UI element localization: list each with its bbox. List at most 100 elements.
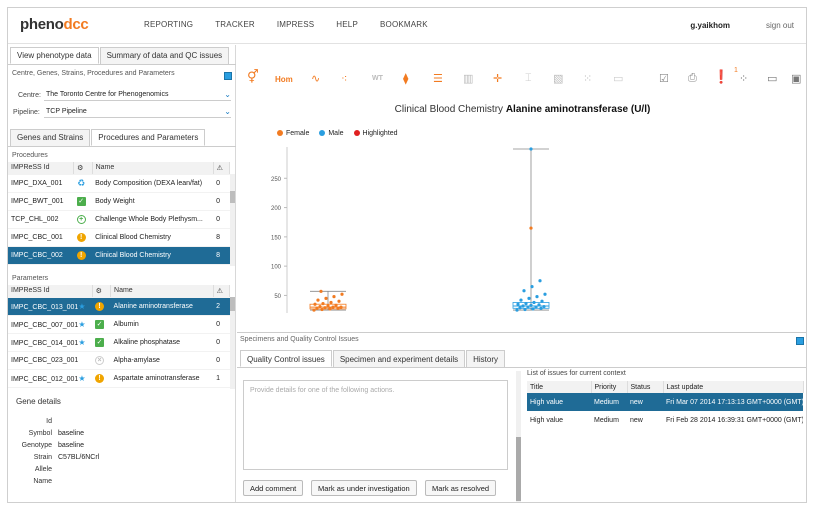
- procedures-scroll-thumb[interactable]: [230, 191, 235, 203]
- col-status[interactable]: ⚙: [73, 162, 93, 175]
- table-icon[interactable]: ☰: [433, 73, 443, 85]
- col-impress-id[interactable]: IMPReSS Id: [8, 162, 75, 175]
- logo[interactable]: phenodcc: [20, 16, 89, 33]
- col-last-update[interactable]: Last update: [663, 381, 804, 393]
- cluster-icon[interactable]: ⁘: [739, 73, 749, 85]
- issue-row-selected[interactable]: High value Medium new Fri Mar 07 2014 17…: [527, 393, 803, 411]
- legend-highlighted[interactable]: Highlighted: [353, 130, 398, 137]
- scatter-plot[interactable]: 50 100 150 200 250: [237, 97, 807, 327]
- procedures-header: IMPReSS Id ⚙ Name ⚠: [8, 162, 231, 175]
- col-name[interactable]: Name: [92, 162, 214, 175]
- signout-link[interactable]: sign out: [765, 21, 794, 30]
- expand-icon[interactable]: [796, 337, 804, 345]
- window-bottom-icon[interactable]: ▣: [791, 73, 802, 85]
- procedure-row[interactable]: TCP_CHL_002 + Challenge Whole Body Pleth…: [8, 210, 230, 229]
- print-icon[interactable]: ⎙: [688, 72, 697, 84]
- nav-impress[interactable]: IMPRESS: [276, 20, 315, 29]
- filter-subtabs: Genes and Strains Procedures and Paramet…: [10, 129, 206, 146]
- mark-resolved-button[interactable]: Mark as resolved: [425, 480, 497, 496]
- nav-bookmark[interactable]: BOOKMARK: [379, 20, 428, 29]
- wt-toggle[interactable]: WT: [372, 75, 383, 82]
- parameter-row[interactable]: IMPC_CBC_014_001★ ✓ Alkaline phosphatase…: [8, 333, 230, 352]
- centre-select[interactable]: The Toronto Centre for Phenogenomics ⌄: [44, 90, 231, 101]
- new-icon[interactable]: ▭: [613, 73, 624, 85]
- procedure-row-selected[interactable]: IMPC_CBC_002 ! Clinical Blood Chemistry …: [8, 246, 230, 265]
- female-point: [320, 307, 324, 312]
- parameter-row[interactable]: IMPC_CBC_012_001★ ! Aspartate aminotrans…: [8, 369, 230, 388]
- procedure-name: Body Composition (DEXA lean/fat): [92, 174, 214, 193]
- tab-quality-control-issues[interactable]: Quality Control issues: [240, 350, 332, 367]
- nav-tracker[interactable]: TRACKER: [215, 20, 255, 29]
- col-warnings[interactable]: ⚠: [213, 162, 231, 175]
- parameter-row[interactable]: IMPC_CBC_023_001 × Alpha-amylase 0: [8, 351, 230, 370]
- tab-summary-qc[interactable]: Summary of data and QC issues: [99, 47, 230, 64]
- col-name[interactable]: Name: [110, 285, 214, 298]
- parameter-name: Albumin: [110, 315, 214, 334]
- nav-reporting[interactable]: REPORTING: [144, 20, 194, 29]
- parameters-table: IMPReSS Id ⚙ Name ⚠ IMPC_CBC_013_001★ ! …: [8, 285, 231, 388]
- parameter-row-selected[interactable]: IMPC_CBC_013_001★ ! Alanine aminotransfe…: [8, 297, 230, 316]
- y-tick-label: 250: [271, 177, 282, 183]
- window-top-icon[interactable]: ▭: [767, 73, 778, 85]
- tab-genes-strains[interactable]: Genes and Strains: [10, 129, 91, 146]
- procedure-row[interactable]: IMPC_DXA_001 ♻ Body Composition (DEXA le…: [8, 174, 230, 193]
- issue-row[interactable]: High value Medium new Fri Feb 28 2014 16…: [527, 411, 803, 429]
- col-status[interactable]: ⚙: [92, 285, 112, 298]
- alert-circle-icon[interactable]: ❗: [713, 69, 730, 84]
- scatter-icon[interactable]: ⁖: [341, 73, 348, 85]
- add-comment-button[interactable]: Add comment: [243, 480, 304, 496]
- col-priority[interactable]: Priority: [591, 381, 628, 393]
- recycle-icon: ♻: [76, 177, 86, 188]
- image-icon[interactable]: ▧: [553, 73, 564, 85]
- procedures-scrollbar[interactable]: [230, 174, 235, 266]
- centre-label: Centre:: [18, 92, 41, 99]
- error-bar-icon[interactable]: ⌶: [525, 72, 532, 84]
- pipeline-label: Pipeline:: [13, 109, 40, 116]
- nav-help[interactable]: HELP: [336, 20, 358, 29]
- pipeline-select[interactable]: TCP Pipeline ⌄: [44, 107, 231, 118]
- top-bar: phenodcc REPORTING TRACKER IMPRESS HELP …: [8, 8, 806, 44]
- pipeline-value: TCP Pipeline: [46, 108, 87, 115]
- issue-priority: Medium: [594, 416, 619, 424]
- male-point: [526, 305, 530, 309]
- procedure-row[interactable]: IMPC_CBC_001 ! Clinical Blood Chemistry …: [8, 228, 230, 247]
- procedure-count: 0: [213, 192, 230, 211]
- points-icon[interactable]: ⁙: [583, 73, 593, 85]
- col-impress-id[interactable]: IMPReSS Id: [8, 285, 93, 298]
- warning-icon: ⚠: [216, 287, 223, 295]
- col-status[interactable]: Status: [627, 381, 664, 393]
- parameters-scroll-thumb[interactable]: [230, 297, 235, 311]
- comment-textarea[interactable]: Provide details for one of the following…: [243, 380, 508, 470]
- mark-under-investigation-button[interactable]: Mark as under investigation: [311, 480, 417, 496]
- parameter-row[interactable]: IMPC_CBC_007_001★ ✓ Albumin 0: [8, 315, 230, 334]
- legend-female[interactable]: Female: [277, 130, 309, 137]
- bar-chart-icon[interactable]: ▥: [463, 73, 474, 85]
- centre-value: The Toronto Centre for Phenogenomics: [46, 91, 169, 98]
- col-title[interactable]: Title: [527, 381, 592, 393]
- gender-icon[interactable]: ⚥: [247, 69, 259, 84]
- crosshair-icon[interactable]: ✛: [493, 73, 503, 85]
- parameters-scrollbar[interactable]: [230, 297, 235, 389]
- issues-scroll-thumb[interactable]: [516, 437, 521, 501]
- issues-header: Title Priority Status Last update: [527, 381, 804, 393]
- male-point: [521, 304, 525, 308]
- legend-male[interactable]: Male: [319, 130, 344, 137]
- tab-history[interactable]: History: [466, 350, 505, 367]
- parameter-id: IMPC_CBC_014_001: [11, 339, 79, 347]
- tab-view-phenotype-data[interactable]: View phenotype data: [10, 47, 99, 64]
- parameter-count: 0: [213, 351, 230, 370]
- logo-text-right: dcc: [63, 16, 89, 33]
- issues-scrollbar[interactable]: [516, 371, 521, 502]
- tab-specimen-experiment-details[interactable]: Specimen and experiment details: [332, 350, 466, 367]
- box-plot-icon[interactable]: ⧫: [403, 73, 409, 85]
- hom-toggle[interactable]: Hom: [275, 75, 293, 84]
- specimens-qc-panel: Specimens and Quality Control Issues Qua…: [237, 332, 806, 502]
- procedure-row[interactable]: IMPC_BWT_001 ✓ Body Weight 0: [8, 192, 230, 211]
- check-box-icon[interactable]: ☑: [659, 73, 669, 85]
- wave-icon[interactable]: ∿: [311, 73, 321, 85]
- expand-icon[interactable]: [224, 72, 232, 80]
- male-point: [529, 226, 533, 230]
- col-warnings[interactable]: ⚠: [213, 285, 231, 298]
- tab-procedures-parameters[interactable]: Procedures and Parameters: [91, 129, 206, 146]
- legend-highlighted-dot: [353, 130, 360, 137]
